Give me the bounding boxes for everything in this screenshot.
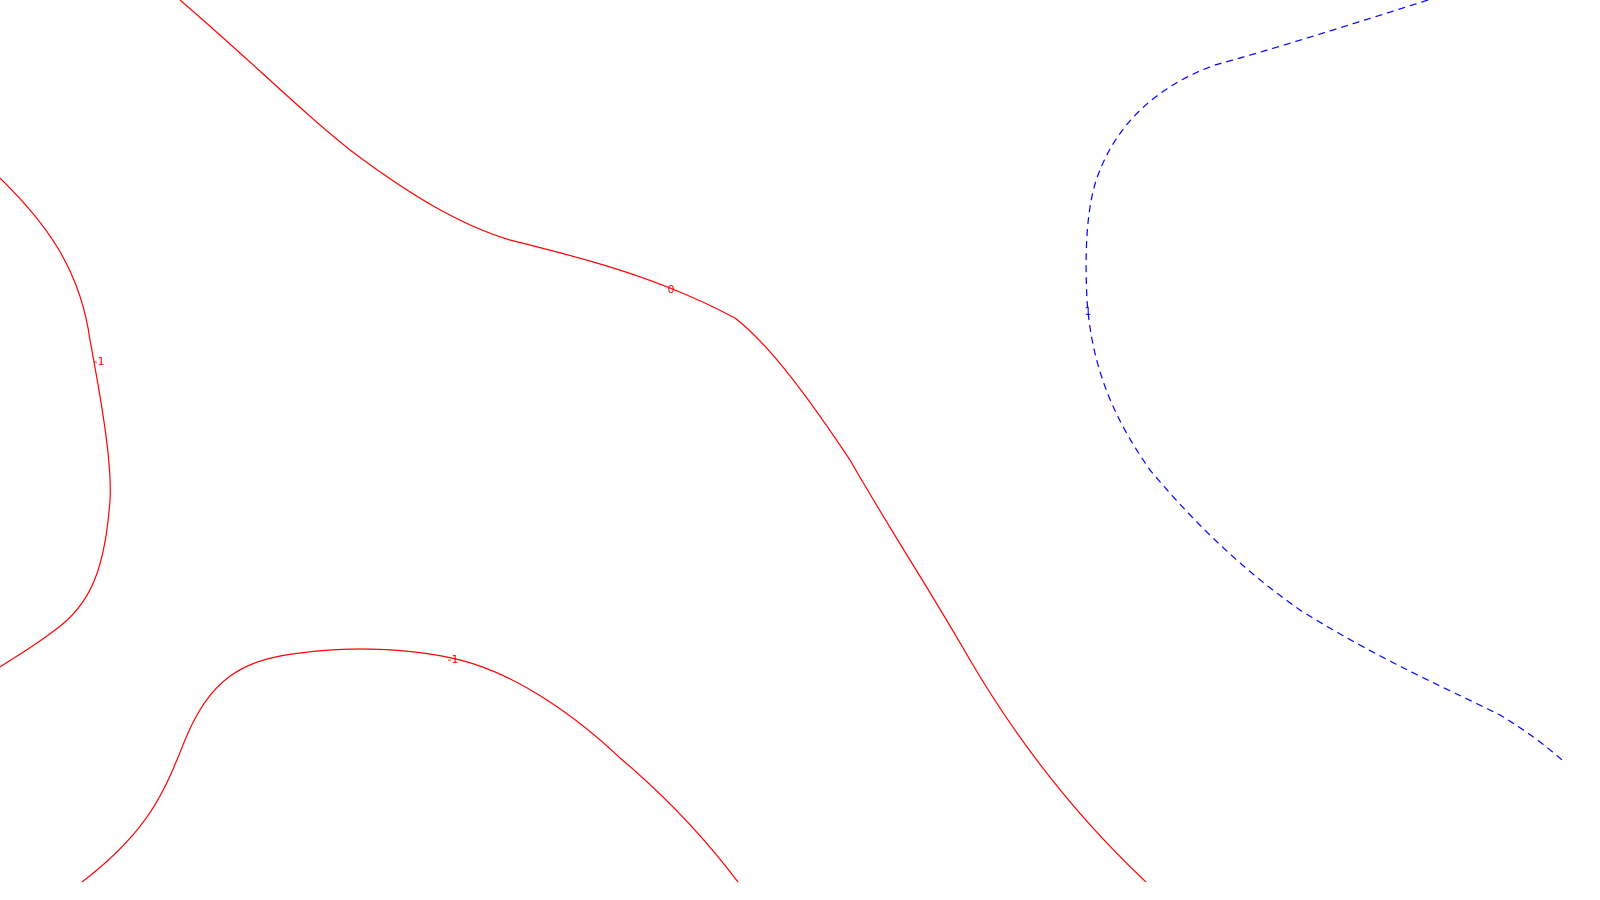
contour-line-level-minus1-bottom: [81, 648, 739, 883]
contour-label-minus1-bottom: -1: [448, 653, 459, 666]
contour-label-0: 0: [668, 283, 675, 296]
contour-label-minus1-left: -1: [94, 355, 105, 368]
contour-line-level-1: [1085, 0, 1563, 761]
contour-line-level-0: [179, 0, 1147, 883]
contour-line-level-minus1-left: [0, 177, 111, 668]
contour-label-1: 1: [1085, 305, 1092, 318]
